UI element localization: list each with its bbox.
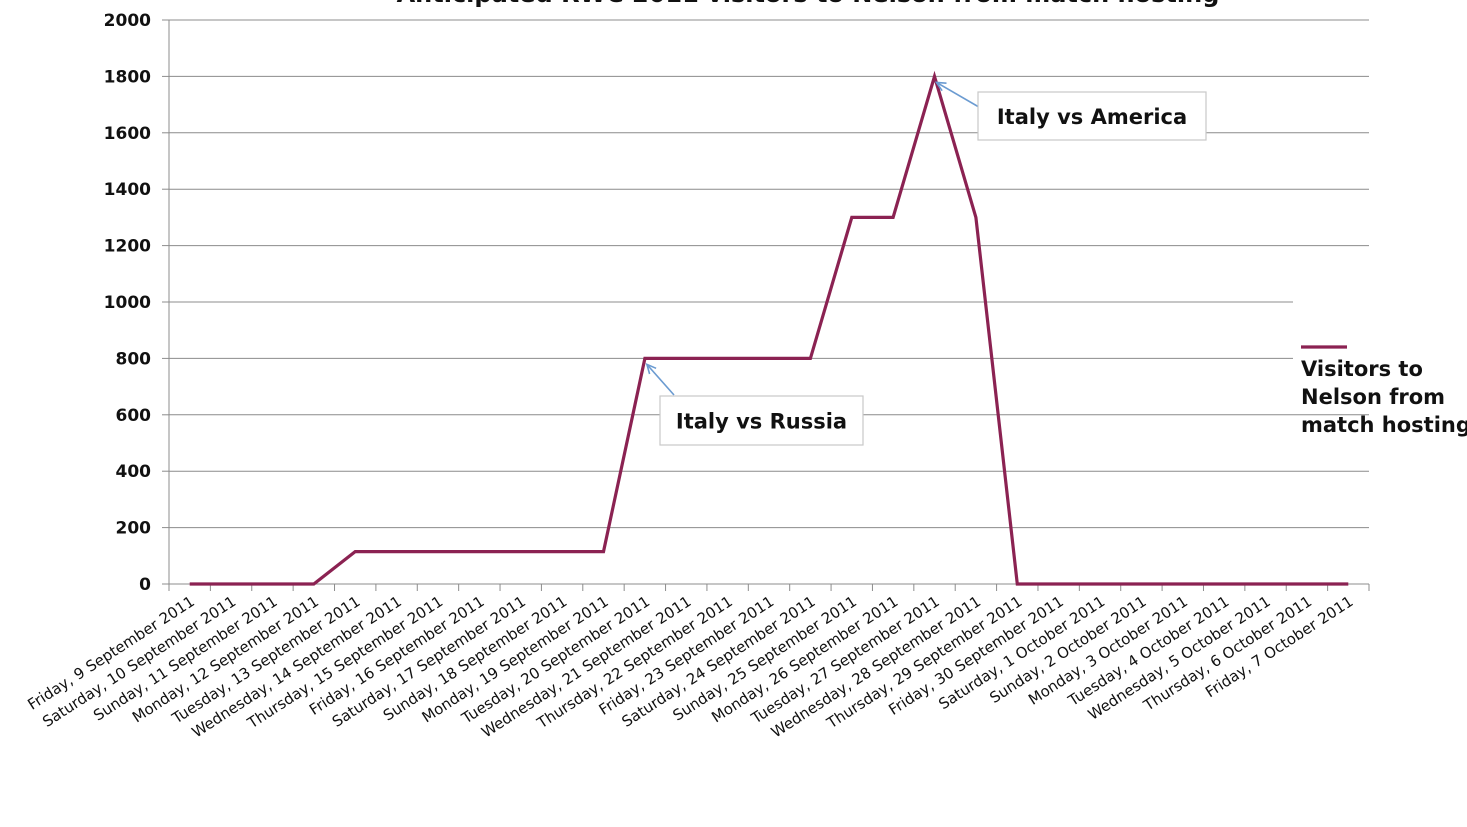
- y-tick-label: 1200: [104, 237, 151, 257]
- y-tick-label: 1400: [104, 180, 151, 200]
- annotation-label: Italy vs America: [997, 105, 1187, 129]
- annotation-arrowhead: [645, 363, 657, 375]
- y-tick-label: 800: [116, 349, 152, 369]
- annotation-box: [659, 395, 864, 446]
- y-tick-label: 200: [116, 519, 152, 539]
- annotation-arrowhead: [934, 81, 947, 92]
- y-tick-label: 0: [139, 575, 151, 595]
- y-axis-ticks: 0 200 400 600 800 1000 1200 1400 1600 1800 2000: [104, 11, 151, 595]
- y-tick-label: 1600: [104, 124, 151, 144]
- legend-label: match hosting: [1301, 413, 1467, 437]
- annotation-box: [977, 91, 1207, 141]
- legend-label: Visitors to: [1301, 357, 1423, 381]
- legend-label: Nelson from: [1301, 385, 1445, 409]
- annotation-label: Italy vs Russia: [676, 410, 847, 434]
- legend: Visitors to Nelson from match hosting: [1301, 345, 1467, 437]
- y-tick-label: 600: [116, 406, 152, 426]
- series-line: [189, 70, 1349, 586]
- y-tick-label: 1800: [104, 67, 151, 87]
- y-tick-label: 400: [116, 462, 152, 482]
- annotation-arrow: [646, 363, 675, 396]
- series-layer: [189, 70, 1349, 586]
- y-tick-label: 2000: [104, 11, 151, 31]
- annotations: Italy vs Russia Italy vs America: [645, 81, 1207, 446]
- y-tick-label: 1000: [104, 293, 151, 313]
- gridlines: [169, 19, 1369, 529]
- annotation-arrow: [936, 81, 985, 111]
- chart-title: Anticipated RWC 2011 visitors to Nelson …: [397, 0, 1220, 8]
